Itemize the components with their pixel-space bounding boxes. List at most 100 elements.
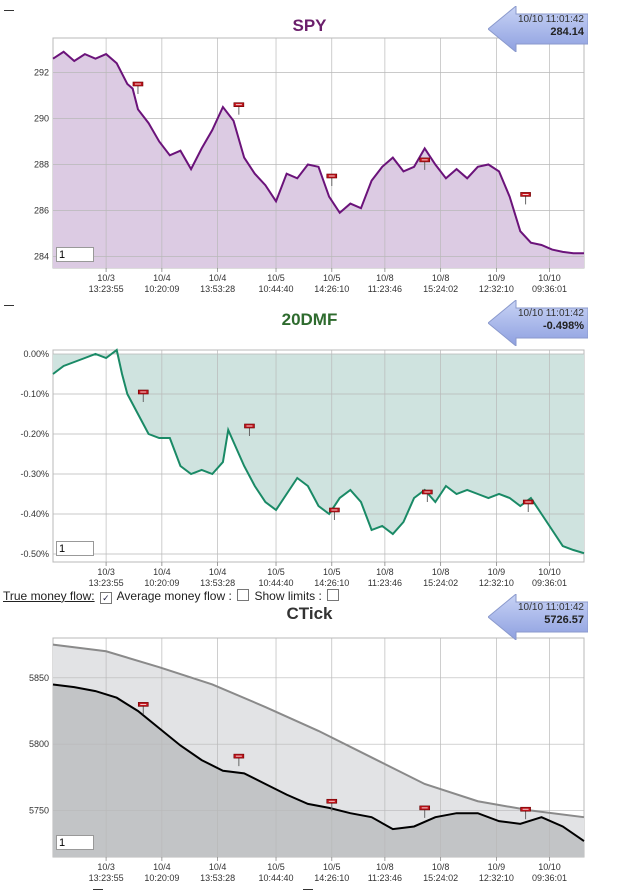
scroll-marker-icon — [93, 889, 103, 890]
y-tick-label: 292 — [34, 68, 49, 78]
x-tick-date: 10/10 — [538, 862, 561, 872]
show-limits-label: Show limits : — [254, 589, 322, 603]
y-tick-label: -0.50% — [20, 549, 49, 559]
event-marker-icon — [522, 499, 534, 512]
zoom-input[interactable]: 1 — [56, 835, 94, 850]
zoom-input[interactable]: 1 — [56, 541, 94, 556]
x-tick-date: 10/9 — [488, 862, 506, 872]
x-tick-date: 10/5 — [323, 862, 341, 872]
show-limits-checkbox[interactable] — [327, 589, 340, 601]
y-tick-label: 290 — [34, 114, 49, 124]
x-tick-time: 11:23:46 — [368, 284, 402, 294]
y-tick-label: -0.10% — [20, 389, 49, 399]
x-tick-time: 13:23:55 — [89, 578, 124, 588]
x-tick-time: 10:44:40 — [258, 284, 293, 294]
event-marker-icon — [329, 507, 340, 520]
x-tick-date: 10/4 — [153, 862, 171, 872]
readout-value: 284.14 — [550, 26, 584, 38]
x-tick-time: 14:26:10 — [314, 284, 349, 294]
event-marker-icon — [520, 806, 531, 820]
x-tick-date: 10/3 — [97, 567, 115, 577]
readout-time: 10/10 11:01:42 — [518, 602, 584, 613]
x-tick-date: 10/4 — [209, 273, 227, 283]
average-line — [52, 643, 585, 819]
x-tick-date: 10/5 — [323, 273, 341, 283]
x-tick-date: 10/3 — [97, 273, 115, 283]
event-marker-icon — [137, 389, 149, 402]
x-tick-date: 10/8 — [376, 862, 394, 872]
x-tick-time: 12:32:10 — [479, 873, 514, 883]
y-tick-label: -0.30% — [20, 469, 49, 479]
x-tick-date: 10/4 — [153, 567, 171, 577]
y-tick-label: 5850 — [29, 673, 49, 683]
minimize-icon[interactable] — [4, 305, 14, 306]
x-tick-time: 13:53:28 — [200, 873, 235, 883]
event-marker-icon — [132, 81, 144, 94]
event-marker-icon — [326, 173, 338, 186]
x-tick-time: 15:24:02 — [423, 284, 458, 294]
x-tick-date: 10/9 — [488, 273, 506, 283]
x-tick-time: 13:53:28 — [200, 284, 235, 294]
readout-arrow-icon — [488, 300, 588, 346]
x-tick-time: 09:36:01 — [532, 284, 567, 294]
x-tick-time: 10:20:09 — [144, 578, 179, 588]
x-tick-date: 10/5 — [267, 567, 285, 577]
chart-title: CTick — [286, 604, 333, 623]
x-tick-time: 15:24:02 — [423, 873, 458, 883]
x-tick-time: 12:32:10 — [479, 578, 514, 588]
x-tick-date: 10/4 — [153, 273, 171, 283]
x-tick-time: 14:26:10 — [314, 873, 349, 883]
readout-time: 10/10 11:01:42 — [518, 14, 584, 25]
spy-area — [53, 51, 584, 268]
y-tick-label: 288 — [34, 160, 49, 170]
x-tick-time: 11:23:46 — [368, 578, 402, 588]
event-marker-icon — [326, 798, 338, 812]
y-tick-label: 5800 — [29, 739, 49, 749]
event-marker-icon — [520, 192, 531, 205]
dmf-chart: 0.00%-0.10%-0.20%-0.30%-0.40%-0.50%10/31… — [20, 348, 585, 588]
x-tick-date: 10/10 — [538, 273, 561, 283]
y-tick-label: 0.00% — [23, 349, 49, 359]
options-row: True money flow: ✓ Average money flow : … — [3, 589, 341, 604]
x-tick-date: 10/8 — [432, 862, 450, 872]
readout-arrow-icon — [488, 6, 588, 52]
readout-arrow-icon — [488, 594, 588, 640]
event-marker-icon — [233, 753, 245, 767]
value-readout: 10/10 11:01:42 284.14 — [488, 6, 618, 52]
x-tick-date: 10/9 — [488, 567, 506, 577]
value-readout: 10/10 11:01:42 -0.498% — [488, 300, 618, 346]
ctick-panel: CTick 5850 5800 5750 10/3 13:23:55 10/4 10:20:… — [0, 594, 619, 893]
x-tick-date: 10/5 — [323, 567, 341, 577]
zoom-input[interactable]: 1 — [56, 247, 94, 262]
x-tick-time: 09:36:01 — [532, 578, 567, 588]
event-marker-icon — [422, 489, 433, 502]
x-tick-time: 13:53:28 — [200, 578, 235, 588]
event-marker-icon — [137, 702, 149, 715]
x-tick-time: 13:23:55 — [89, 284, 124, 294]
x-tick-date: 10/8 — [432, 567, 450, 577]
x-tick-date: 10/8 — [376, 567, 394, 577]
true-money-flow-checkbox[interactable]: ✓ — [99, 592, 112, 604]
ctick-chart: 58505800575010/313:23:5510/410:20:0910/4… — [29, 637, 585, 883]
dmf-area — [53, 350, 584, 554]
x-tick-time: 13:23:55 — [89, 873, 124, 883]
x-tick-date: 10/3 — [97, 862, 115, 872]
x-tick-date: 10/4 — [209, 567, 227, 577]
ctick-area — [53, 684, 584, 857]
average-money-flow-label: Average money flow : — [116, 589, 232, 603]
value-readout: 10/10 11:01:42 5726.57 — [488, 594, 618, 640]
readout-value: -0.498% — [543, 320, 584, 332]
ctick-line — [52, 683, 585, 842]
x-tick-date: 10/8 — [432, 273, 450, 283]
spy-chart: 29229028828628410/313:23:5510/410:20:091… — [34, 37, 585, 294]
event-marker-icon — [419, 157, 431, 170]
y-tick-label: -0.20% — [20, 429, 49, 439]
event-marker-icon — [244, 423, 255, 436]
minimize-icon[interactable] — [4, 10, 14, 11]
x-tick-date: 10/10 — [538, 567, 561, 577]
y-tick-label: -0.40% — [20, 509, 49, 519]
x-tick-time: 10:20:09 — [144, 873, 179, 883]
x-tick-date: 10/4 — [209, 862, 227, 872]
average-money-flow-checkbox[interactable] — [237, 589, 250, 601]
dmf-line — [52, 348, 585, 555]
